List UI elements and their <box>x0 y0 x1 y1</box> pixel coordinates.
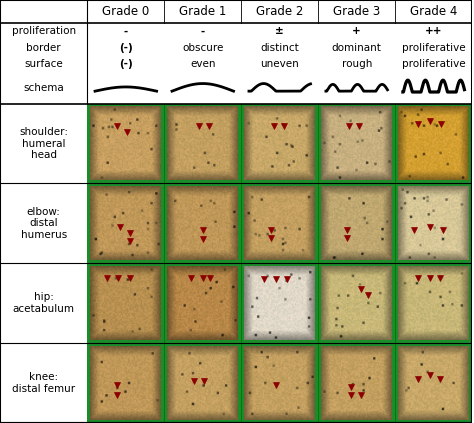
Bar <box>395 343 472 423</box>
Text: uneven: uneven <box>260 59 299 69</box>
Bar <box>241 343 318 423</box>
Text: (-): (-) <box>119 43 133 52</box>
Text: proliferation: proliferation <box>11 26 76 36</box>
Text: hip:
acetabulum: hip: acetabulum <box>13 292 75 314</box>
Bar <box>0 0 472 104</box>
Bar <box>87 343 164 423</box>
Bar <box>395 184 472 263</box>
Text: shoulder:
humeral
head: shoulder: humeral head <box>19 127 68 160</box>
Bar <box>318 263 395 343</box>
Text: (-): (-) <box>119 59 133 69</box>
Text: Grade 3: Grade 3 <box>333 5 380 18</box>
Text: Grade 0: Grade 0 <box>102 5 149 18</box>
Bar <box>87 263 164 343</box>
Text: dominant: dominant <box>332 43 382 52</box>
Bar <box>318 184 395 263</box>
Text: distinct: distinct <box>260 43 299 52</box>
Bar <box>395 263 472 343</box>
Text: even: even <box>190 59 216 69</box>
Bar <box>164 104 241 184</box>
Bar <box>164 263 241 343</box>
Bar <box>0 343 87 423</box>
Bar <box>318 104 395 184</box>
Bar <box>87 184 164 263</box>
Text: -: - <box>124 26 128 36</box>
Bar <box>164 343 241 423</box>
Bar <box>87 104 164 184</box>
Bar <box>164 184 241 263</box>
Bar <box>0 104 87 184</box>
Bar <box>318 343 395 423</box>
Text: Grade 4: Grade 4 <box>410 5 457 18</box>
Text: elbow:
distal
humerus: elbow: distal humerus <box>20 207 67 240</box>
Text: schema: schema <box>23 83 64 93</box>
Text: obscure: obscure <box>182 43 223 52</box>
Bar <box>241 263 318 343</box>
Bar <box>241 104 318 184</box>
Bar <box>395 104 472 184</box>
Text: knee:
distal femur: knee: distal femur <box>12 372 75 394</box>
Text: +: + <box>352 26 361 36</box>
Text: -: - <box>201 26 205 36</box>
Text: border: border <box>27 43 61 52</box>
Text: rough: rough <box>341 59 372 69</box>
Text: proliferative: proliferative <box>402 59 465 69</box>
Text: ±: ± <box>275 26 284 36</box>
Bar <box>241 184 318 263</box>
Text: Grade 1: Grade 1 <box>179 5 227 18</box>
Text: surface: surface <box>24 59 63 69</box>
Bar <box>0 184 87 263</box>
Text: proliferative: proliferative <box>402 43 465 52</box>
Text: ++: ++ <box>425 26 442 36</box>
Text: Grade 2: Grade 2 <box>256 5 303 18</box>
Bar <box>0 263 87 343</box>
